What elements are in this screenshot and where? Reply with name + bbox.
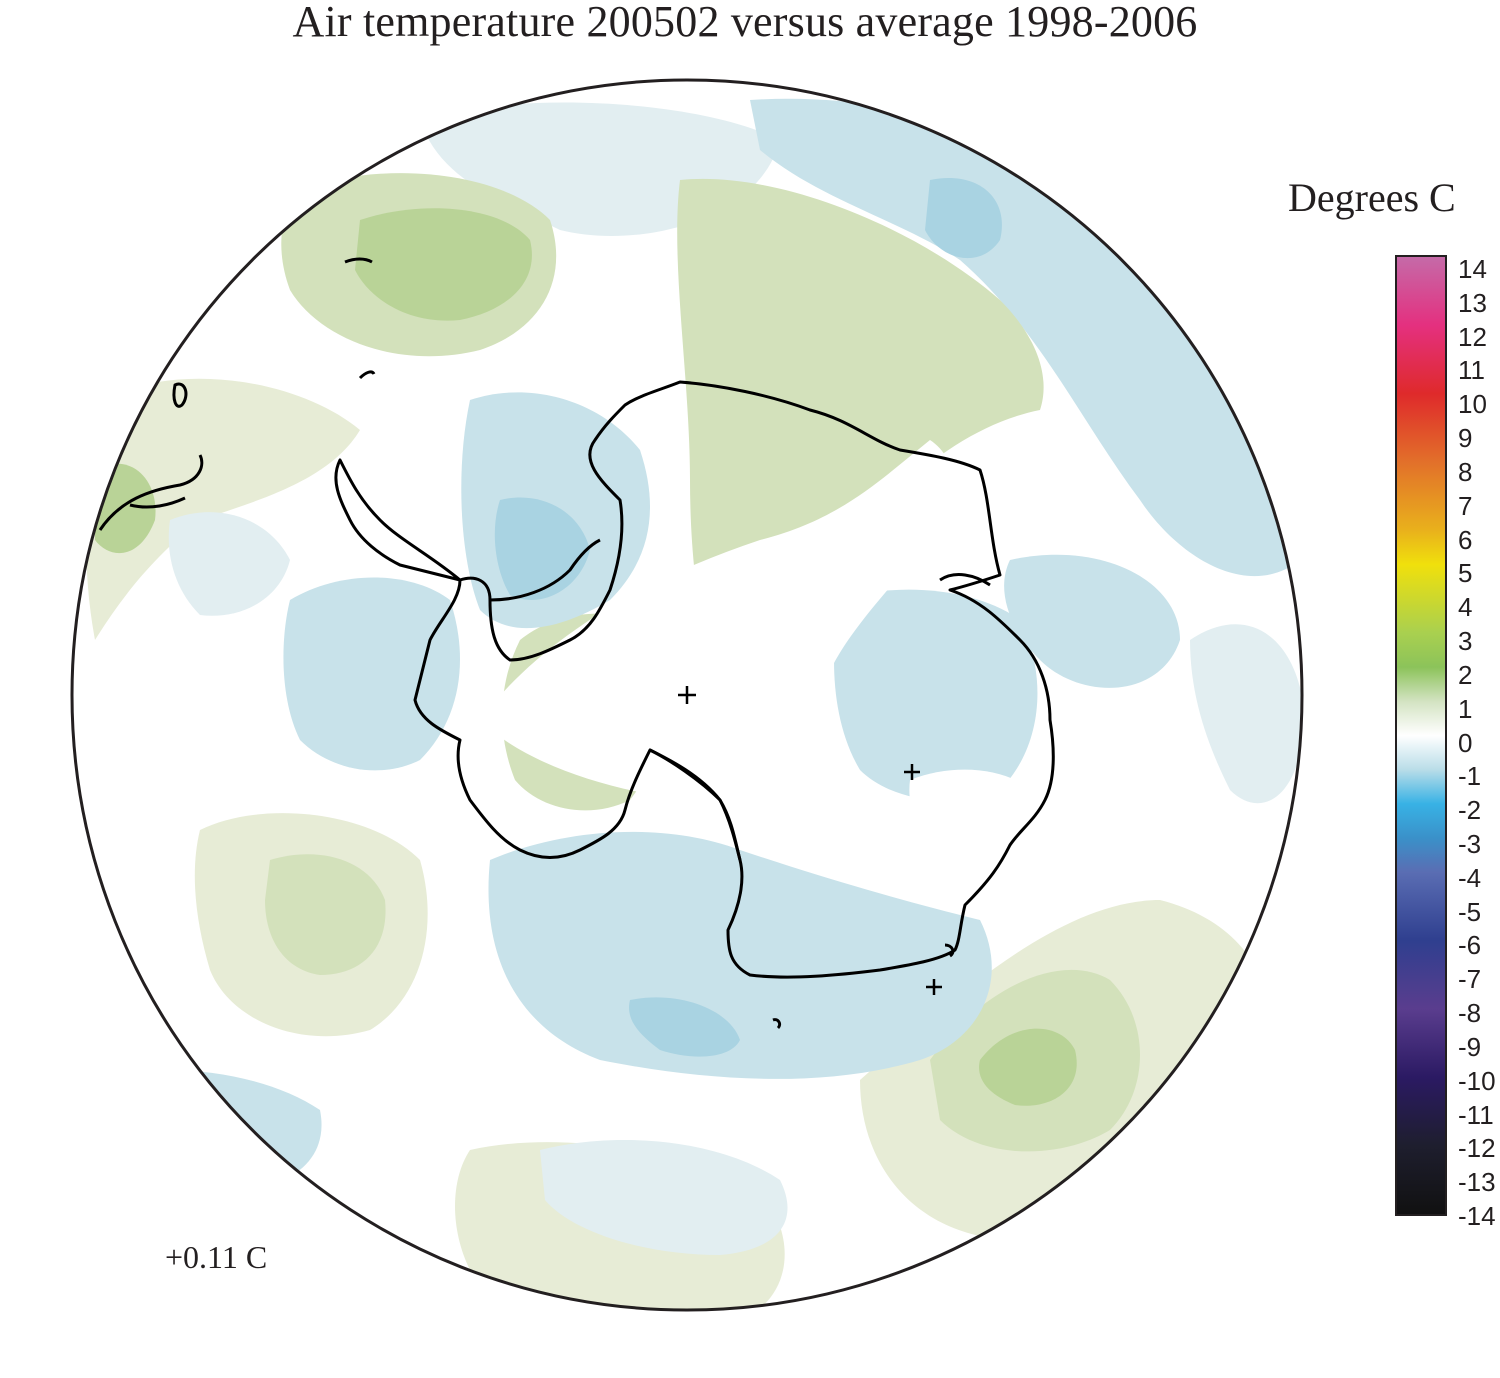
color-scale-tick: 6	[1458, 524, 1473, 555]
color-scale-tick: 8	[1458, 456, 1473, 487]
color-scale-tick: -4	[1458, 862, 1482, 893]
ross-ice-shelf-edge	[649, 748, 742, 861]
anomaly-region-zero-east	[909, 769, 1040, 860]
anomaly-region-blue-east	[1004, 554, 1180, 688]
polar-temperature-map	[70, 78, 1304, 1312]
color-scale-tick: -1	[1458, 761, 1482, 792]
color-scale-tick: 7	[1458, 490, 1473, 521]
anomaly-field	[72, 80, 1302, 1310]
color-scale-tick: -9	[1458, 1031, 1482, 1062]
anomaly-region-pale-blue-south	[540, 1140, 788, 1255]
color-scale-tick: 4	[1458, 592, 1473, 623]
island-2	[358, 370, 376, 380]
color-scale-tick: 1	[1458, 693, 1473, 724]
station-marker-east	[904, 764, 920, 780]
anomaly-region-blue-weddell	[283, 577, 460, 771]
filchner-ice-shelf-edge	[489, 538, 601, 602]
antarctic-peninsula	[334, 458, 461, 582]
south-america-tip	[172, 382, 188, 408]
color-scale-tick: -14	[1458, 1201, 1496, 1231]
color-scale-tick: -3	[1458, 828, 1482, 859]
chart-title: Air temperature 200502 versus average 19…	[292, 0, 1198, 46]
island-3	[772, 1018, 782, 1030]
color-scale-bar	[1395, 255, 1447, 1216]
east-ice-shelf	[939, 573, 991, 587]
color-scale-tick: 5	[1458, 558, 1473, 589]
color-scale-tick: 12	[1458, 321, 1487, 352]
island-1	[344, 257, 373, 264]
color-scale-tick: -11	[1458, 1099, 1494, 1130]
color-scale-tick: -13	[1458, 1167, 1496, 1198]
color-scale-tick: -6	[1458, 930, 1482, 961]
anomaly-region-dark-blue-ross-sea	[629, 997, 740, 1057]
color-scale-tick: -5	[1458, 896, 1482, 927]
south-pole-marker	[678, 686, 696, 704]
anomaly-region-dark-green-northwest	[355, 208, 532, 321]
island-4	[944, 943, 955, 958]
station-marker-southeast	[926, 979, 942, 995]
anomaly-region-blue-northeast	[750, 98, 1300, 577]
color-scale-tick: 3	[1458, 626, 1473, 657]
map-frame	[70, 78, 1304, 1312]
color-scale-tick: 11	[1458, 355, 1485, 386]
anomaly-region-pale-blue-west	[168, 512, 290, 616]
antarctica-coastline	[98, 257, 1055, 1030]
color-scale-tick: -7	[1458, 964, 1482, 995]
color-scale-tick: 9	[1458, 423, 1473, 454]
anomaly-region-blue-ross-sea	[488, 831, 992, 1079]
anomaly-region-green-southwest	[265, 854, 386, 975]
color-scale-tick: -10	[1458, 1065, 1496, 1096]
color-scale-tick: 14	[1458, 254, 1487, 284]
color-scale-tick: 10	[1458, 389, 1487, 420]
color-scale-tick: -8	[1458, 998, 1482, 1029]
anomaly-region-zero-band	[480, 440, 953, 800]
anomaly-region-dark-green-southeast	[979, 1028, 1077, 1106]
mean-anomaly-label: +0.11 C	[165, 1239, 268, 1275]
legend-title: Degrees C	[1288, 175, 1456, 220]
color-scale-tick: -2	[1458, 795, 1482, 826]
south-america-fragment	[98, 454, 204, 531]
anomaly-region-blue-east-antarctica	[834, 589, 1038, 801]
color-scale-tick: -12	[1458, 1133, 1496, 1164]
color-scale-tick: 2	[1458, 659, 1473, 690]
reference-markers	[678, 686, 942, 995]
color-scale-tick: 13	[1458, 287, 1487, 318]
anomaly-region-dark-blue-northeast	[925, 178, 1002, 259]
anomaly-region-light-green-west	[85, 378, 360, 640]
anomaly-region-pale-blue-east-rim	[1190, 624, 1302, 804]
color-scale-tick: 0	[1458, 727, 1473, 758]
